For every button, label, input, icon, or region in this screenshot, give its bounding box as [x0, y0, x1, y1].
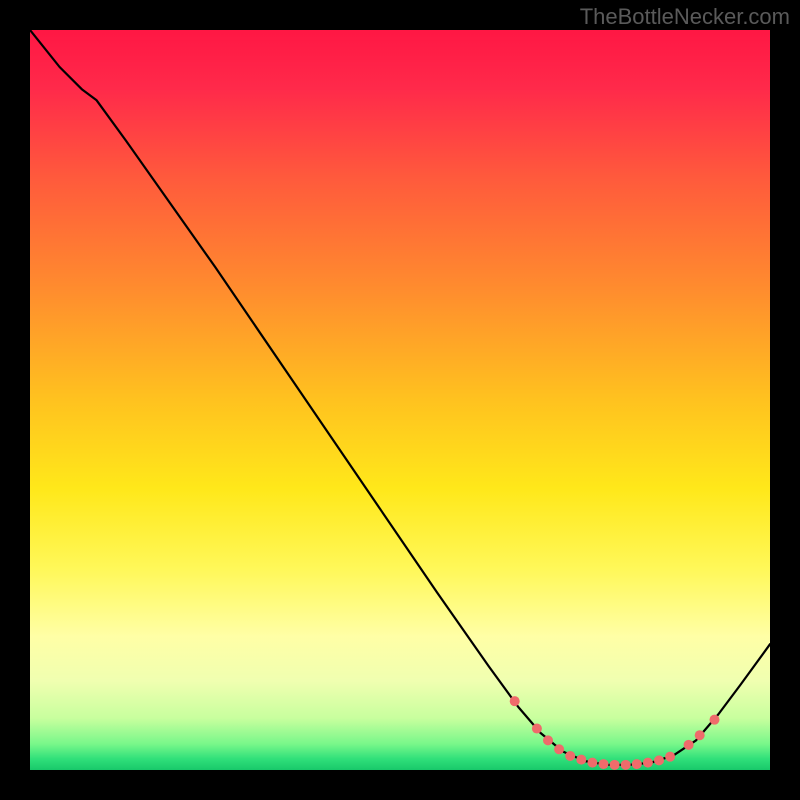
chart-marker	[510, 696, 520, 706]
chart-marker	[565, 751, 575, 761]
chart-marker	[684, 740, 694, 750]
chart-marker	[543, 735, 553, 745]
chart-marker	[654, 755, 664, 765]
chart-svg	[30, 30, 770, 770]
chart-marker	[632, 759, 642, 769]
chart-marker	[610, 760, 620, 770]
watermark-text: TheBottleNecker.com	[580, 4, 790, 30]
chart-marker	[665, 752, 675, 762]
chart-marker	[532, 724, 542, 734]
chart-marker	[643, 758, 653, 768]
chart-marker	[587, 758, 597, 768]
chart-marker	[554, 744, 564, 754]
chart-plot-area	[30, 30, 770, 770]
chart-marker	[621, 760, 631, 770]
chart-marker	[695, 730, 705, 740]
chart-marker	[599, 759, 609, 769]
chart-marker	[710, 715, 720, 725]
chart-background	[30, 30, 770, 770]
chart-marker	[576, 755, 586, 765]
